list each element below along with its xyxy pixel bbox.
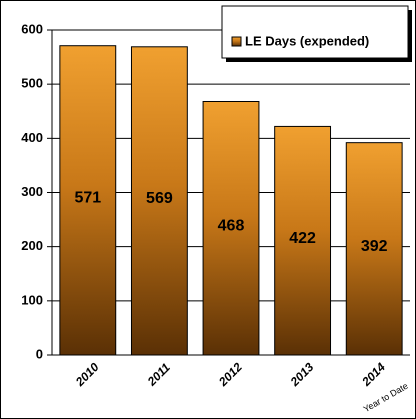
value-label: 468: [218, 217, 245, 234]
y-tick-label: 600: [21, 21, 43, 36]
y-tick-label: 500: [21, 76, 43, 91]
value-label: 422: [289, 230, 316, 247]
y-tick-label: 0: [36, 346, 43, 361]
y-tick-label: 100: [21, 292, 43, 307]
y-tick-label: 300: [21, 184, 43, 199]
legend-label: LE Days (expended): [245, 33, 369, 48]
plot-area: 0100200300400500600201057120115692012468…: [21, 21, 410, 390]
bar: [274, 125, 332, 356]
legend: [221, 5, 409, 59]
bar: [345, 142, 403, 356]
value-label: 392: [361, 238, 388, 255]
value-label: 569: [146, 190, 173, 207]
value-label: 571: [74, 190, 101, 207]
legend-swatch: [231, 36, 242, 47]
bar: [202, 101, 260, 356]
y-tick-label: 400: [21, 130, 43, 145]
bar: [59, 45, 117, 356]
y-tick-label: 200: [21, 238, 43, 253]
bar: [130, 46, 188, 356]
